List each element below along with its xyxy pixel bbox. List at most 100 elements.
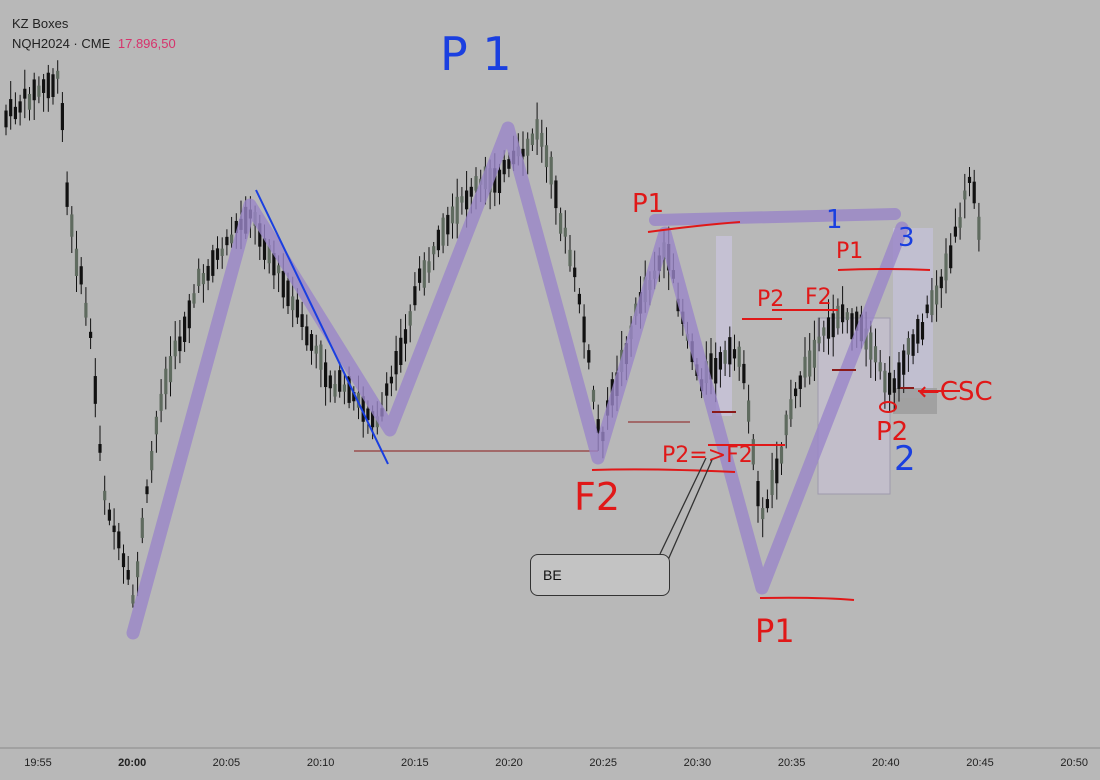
- dark-red-ticks: [712, 369, 914, 413]
- candle-body: [328, 375, 332, 389]
- label-p1-bottom: P1: [755, 612, 795, 650]
- candle-body: [18, 101, 22, 113]
- candle-body: [568, 249, 572, 267]
- candle-body: [883, 370, 887, 393]
- candle-body: [197, 268, 201, 287]
- candle-body: [761, 508, 765, 520]
- candle-body: [591, 389, 596, 402]
- candle-body: [756, 481, 760, 507]
- candle-body: [42, 79, 46, 93]
- candle-body: [389, 376, 393, 384]
- x-tick-label: 20:45: [966, 757, 994, 769]
- candle-body: [338, 370, 342, 392]
- candle-body: [291, 296, 295, 311]
- candle-body: [60, 103, 64, 131]
- candle-body: [732, 349, 737, 359]
- indicator-title: KZ Boxes: [12, 16, 69, 31]
- chart-legend: KZ Boxes NQH2024 · CME 17.896,50: [12, 14, 176, 54]
- red-line-p1-bottom: [759, 596, 855, 601]
- candle-body: [709, 353, 713, 380]
- candle-body: [230, 234, 234, 244]
- blue-trendline: [255, 189, 389, 465]
- candle-body: [803, 356, 807, 378]
- candle-body: [117, 531, 121, 549]
- candle-body: [272, 252, 276, 276]
- x-tick-label: 20:50: [1060, 757, 1088, 769]
- candle-body: [211, 250, 215, 276]
- x-tick-label: 20:00: [118, 757, 146, 769]
- x-tick-label: 20:30: [684, 757, 712, 769]
- candle-body: [573, 267, 577, 278]
- candle-body: [460, 196, 464, 203]
- candle-body: [949, 245, 953, 269]
- candle-body: [258, 223, 262, 247]
- candle-body: [465, 190, 469, 210]
- candle-body: [103, 490, 107, 501]
- candle-body: [446, 214, 450, 235]
- candle-body: [112, 525, 116, 533]
- candle-body: [136, 561, 140, 578]
- label-n3: 3: [898, 223, 915, 253]
- x-tick-label: 20:10: [307, 757, 335, 769]
- candle-body: [267, 245, 271, 264]
- candle-body: [183, 316, 187, 343]
- candle-body: [436, 229, 440, 251]
- swing-top-line: [649, 208, 901, 226]
- candle-body: [305, 326, 309, 346]
- candle-body: [728, 337, 732, 365]
- red-pen-strokes: [591, 221, 960, 601]
- candle-body: [958, 217, 962, 228]
- candle-body: [121, 553, 126, 568]
- candle-body: [469, 186, 473, 197]
- candle-body: [864, 328, 868, 350]
- label-p2-b: P2: [876, 417, 908, 447]
- candle-body: [385, 383, 389, 396]
- candle-body: [737, 346, 741, 367]
- candle-body: [826, 317, 831, 339]
- candle-body: [873, 346, 878, 363]
- candle-body: [4, 110, 8, 128]
- candle-body: [502, 159, 506, 175]
- candle-body: [56, 70, 60, 79]
- candle-body: [972, 181, 976, 204]
- x-tick-label: 20:25: [589, 757, 617, 769]
- candle-body: [563, 227, 567, 237]
- candle-body: [925, 304, 929, 314]
- candle-body: [427, 261, 431, 273]
- candle-body: [418, 268, 422, 283]
- candle-body: [399, 337, 403, 366]
- candle-body: [394, 351, 398, 375]
- candle-body: [845, 312, 849, 321]
- candle-body: [9, 99, 13, 117]
- candle-body: [201, 273, 205, 285]
- be-callout-text: BE: [543, 567, 562, 583]
- candle-body: [916, 319, 920, 344]
- candle-body: [220, 248, 224, 256]
- candle-body: [342, 384, 346, 392]
- candle-body: [930, 290, 934, 316]
- candle-body: [817, 336, 821, 344]
- candle-body: [540, 132, 544, 147]
- candle-body: [747, 400, 751, 422]
- candle-body: [549, 156, 553, 185]
- candle-body: [286, 280, 290, 307]
- candle-body: [32, 79, 36, 101]
- candle-body: [718, 352, 722, 370]
- be-pointer: [659, 457, 713, 561]
- candle-body: [187, 300, 191, 329]
- candle-body: [74, 248, 79, 276]
- candle-body: [352, 392, 356, 402]
- candle-body: [967, 176, 972, 183]
- candle-body: [944, 253, 948, 281]
- x-axis: 19:55 20:00 20:05 20:10 20:15 20:20 20:25 20:30…: [24, 757, 1088, 769]
- candle-body: [140, 517, 144, 538]
- candle-body: [888, 372, 892, 395]
- candle-body: [154, 416, 158, 435]
- x-tick-label: 19:55: [24, 757, 52, 769]
- candle-body: [356, 392, 361, 408]
- candle-body: [366, 408, 370, 421]
- candle-body: [131, 595, 135, 604]
- label-p2-a: P2: [757, 287, 784, 312]
- candle-body: [422, 260, 426, 288]
